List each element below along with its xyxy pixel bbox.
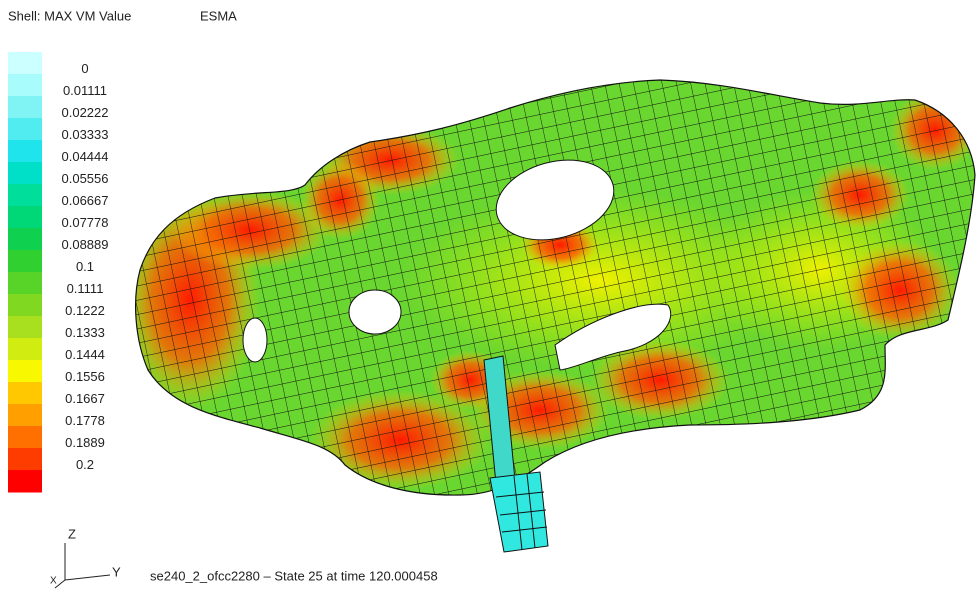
model-tag: ESMA [200,8,237,23]
legend-swatch [8,162,42,185]
legend-label: 0.1 [76,259,94,274]
viewport: Shell: MAX VM Value ESMA 0 0.01111 0.02222… [0,0,977,592]
legend-swatch [8,404,42,427]
legend: 0 0.01111 0.02222 0.03333 0.04444 0.05556 0.06… [8,52,109,493]
hole [349,290,401,334]
legend-label: 0.04444 [62,149,109,164]
legend-label: 0.1778 [65,413,105,428]
triad-x: X [50,576,57,587]
legend-label: 0.02222 [62,105,109,120]
result-title: Shell: MAX VM Value [8,8,131,23]
legend-swatch [8,316,42,339]
legend-swatch [8,96,42,119]
legend-swatch [8,426,42,449]
hole [243,318,267,362]
legend-label: 0.1667 [65,391,105,406]
mesh-model [120,70,977,510]
legend-label: 0.03333 [62,127,109,142]
legend-swatch [8,140,42,163]
legend-label: 0.06667 [62,193,109,208]
legend-swatch [8,228,42,251]
legend-swatch [8,250,42,273]
legend-label: 0.1222 [65,303,105,318]
legend-swatch [8,272,42,295]
legend-label: 0.1111 [67,281,104,296]
legend-label: 0 [81,61,88,76]
state-caption: se240_2_ofcc2280 – State 25 at time 120.… [150,568,438,583]
legend-swatch [8,74,42,97]
legend-swatch [8,382,42,405]
legend-label: 0.1889 [65,435,105,450]
legend-label: 0.2 [76,457,94,472]
legend-swatch [8,470,42,493]
legend-swatch [8,294,42,317]
legend-swatch [8,206,42,229]
legend-swatch [8,52,42,75]
legend-label: 0.1333 [65,325,105,340]
triad-z: Z [68,526,76,541]
triad-y: Y [112,564,121,579]
legend-label: 0.07778 [62,215,109,230]
mesh-grid [120,70,977,510]
legend-label: 0.05556 [62,171,109,186]
legend-swatch [8,118,42,141]
legend-swatch [8,338,42,361]
legend-swatch [8,184,42,207]
legend-label: 0.08889 [62,237,109,252]
legend-label: 0.1556 [65,369,105,384]
legend-label: 0.01111 [63,83,107,98]
legend-swatch [8,360,42,383]
legend-swatch [8,448,42,471]
axis-triad: Z Y X [50,526,121,588]
legend-label: 0.1444 [65,347,105,362]
